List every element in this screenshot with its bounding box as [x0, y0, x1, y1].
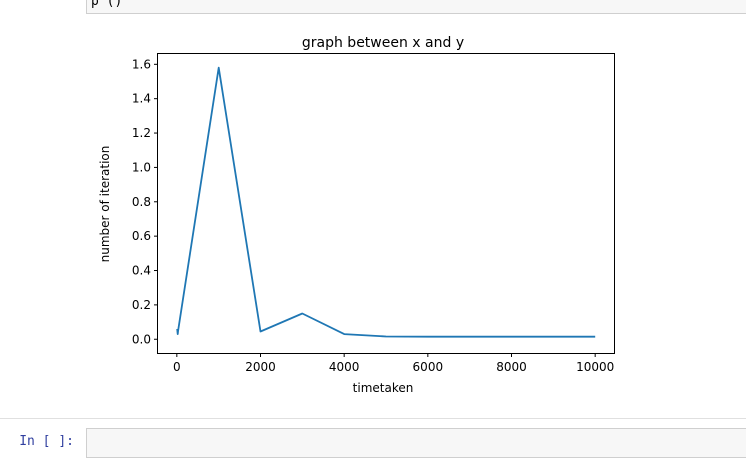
x-axis-label: timetaken	[353, 381, 414, 395]
x-tick-label: 2000	[245, 360, 276, 374]
y-tick-label: 1.0	[132, 160, 151, 174]
next-code-cell[interactable]	[86, 428, 746, 458]
y-tick-label: 0.0	[132, 332, 151, 346]
plot-frame	[157, 53, 615, 354]
y-tick-label: 0.8	[132, 195, 151, 209]
y-axis-ticks: 0.0 0.2 0.4 0.6 0.8 1.0 1.2 1.4 1.6	[132, 57, 158, 346]
previous-code-text: p ()	[91, 0, 123, 9]
y-tick-label: 1.2	[132, 126, 151, 140]
cell-divider	[0, 418, 746, 419]
x-tick-label: 0	[173, 360, 181, 374]
y-tick-label: 0.6	[132, 229, 151, 243]
y-tick-label: 1.6	[132, 57, 151, 71]
chart-title: graph between x and y	[302, 35, 464, 51]
x-tick-label: 4000	[329, 360, 360, 374]
x-tick-label: 8000	[496, 360, 527, 374]
x-tick-label: 10000	[576, 360, 614, 374]
y-axis-label: number of iteration	[98, 146, 112, 263]
line-chart: graph between x and y 0.0 0.2 0.4 0.6 0.8 1.0…	[98, 35, 615, 395]
y-tick-label: 1.4	[132, 92, 151, 106]
series-line	[176, 66, 596, 338]
previous-code-cell[interactable]: p ()	[86, 0, 746, 14]
y-tick-label: 0.2	[132, 298, 151, 312]
x-tick-label: 6000	[413, 360, 444, 374]
y-tick-label: 0.4	[132, 264, 151, 278]
cell-output: graph between x and y 0.0 0.2 0.4 0.6 0.8 1.0…	[86, 20, 646, 404]
x-axis-ticks: 0 2000 4000 6000 8000 10000	[173, 353, 614, 374]
input-prompt: In [ ]:	[19, 434, 74, 449]
